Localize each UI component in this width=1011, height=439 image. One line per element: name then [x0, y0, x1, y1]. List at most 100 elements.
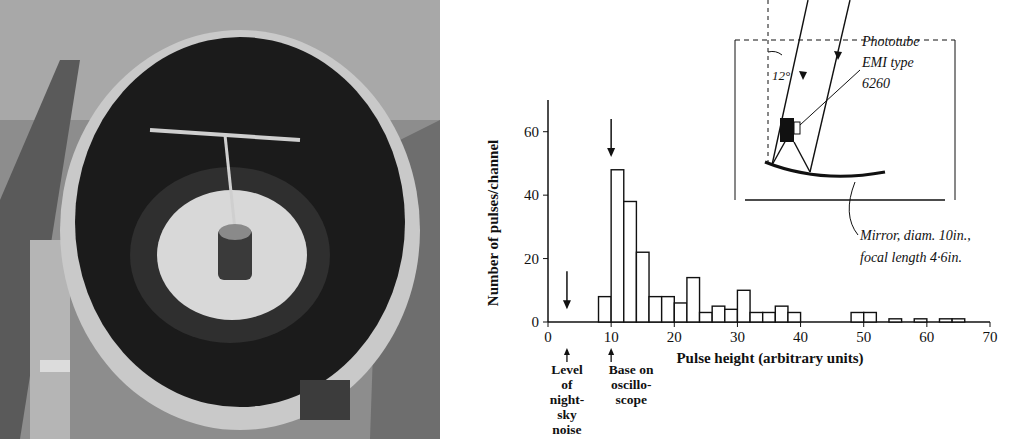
- x-tick-label: 40: [793, 329, 808, 345]
- annotation-pointer-head: [564, 348, 570, 355]
- inset-leader: [800, 70, 860, 125]
- inset-label: focal length 4·6in.: [860, 250, 962, 265]
- inset-side: [955, 40, 956, 200]
- x-tick: [548, 322, 549, 327]
- inset-ray-head: [799, 71, 807, 80]
- x-tick: [926, 322, 927, 327]
- y-tick: [543, 195, 548, 196]
- bar: [826, 321, 839, 322]
- x-tick-label: 30: [730, 329, 745, 345]
- x-tick: [611, 322, 612, 327]
- inset-side: [735, 40, 736, 200]
- x-tick-label: 50: [856, 329, 871, 345]
- bar: [775, 306, 788, 322]
- x-tick: [863, 322, 864, 327]
- bar: [864, 312, 877, 322]
- bar: [876, 321, 889, 322]
- annotation-text: noise: [552, 422, 581, 437]
- y-tick: [543, 258, 548, 259]
- x-tick-label: 70: [983, 329, 998, 345]
- bar: [889, 319, 902, 322]
- x-tick-label: 20: [667, 329, 682, 345]
- bar: [801, 321, 814, 322]
- bar: [712, 306, 725, 322]
- page: 0 20 40 60 0 10 20 30 40 50 60 70 Number of pulses/c…: [0, 0, 1011, 439]
- y-tick-label: 40: [524, 187, 539, 203]
- annotation-text: night-: [550, 392, 585, 407]
- inset-label: Phototube: [861, 34, 920, 49]
- bar: [725, 309, 738, 322]
- inset-label: EMI type: [861, 55, 914, 70]
- bar: [952, 319, 965, 322]
- bar: [662, 297, 675, 322]
- bar: [636, 252, 649, 322]
- annotation-arrow-head: [607, 148, 615, 157]
- y-tick-label: 20: [524, 251, 539, 267]
- bar: [763, 312, 776, 322]
- inset-label: Mirror, diam. 10in.,: [859, 228, 971, 243]
- photo-handle: [40, 360, 70, 372]
- bar: [851, 312, 864, 322]
- annotation-text: oscillo-: [611, 377, 652, 392]
- annotation-arrow-head: [563, 300, 571, 309]
- bar: [649, 297, 662, 322]
- bar: [813, 321, 826, 322]
- y-axis: [547, 100, 549, 322]
- bar: [902, 321, 915, 322]
- bar: [750, 312, 763, 322]
- inset-phototube-base: [794, 122, 800, 134]
- inset-ray-head: [834, 51, 842, 60]
- bar: [599, 297, 612, 322]
- inset-diagram: 12° Phototube EMI type 6260 Mirror, diam. 10…: [735, 0, 971, 265]
- inset-leader: [849, 182, 858, 235]
- photo-support: [225, 135, 235, 230]
- inset-reflect: [772, 140, 786, 165]
- bar: [674, 303, 687, 322]
- x-tick: [674, 322, 675, 327]
- x-axis-title: Pulse height (arbitrary units): [676, 350, 863, 367]
- bar: [788, 312, 801, 322]
- photo-box: [300, 380, 350, 420]
- inset-axis: [768, 0, 769, 165]
- y-tick: [543, 322, 548, 323]
- inset-phototube: [780, 118, 794, 142]
- inset-reflect: [794, 142, 810, 172]
- bar: [700, 312, 713, 322]
- x-tick-label: 10: [604, 329, 619, 345]
- photo-phototube-face: [219, 224, 251, 240]
- x-tick: [737, 322, 738, 327]
- bar: [914, 319, 927, 322]
- bar: [611, 170, 624, 322]
- annotation-text: Level: [551, 362, 583, 377]
- y-tick-label: 60: [524, 124, 539, 140]
- bar: [927, 321, 940, 322]
- photo-cylinder-rim: [60, 30, 420, 430]
- photo-cylinder-inside: [75, 37, 405, 407]
- photo: [0, 0, 440, 439]
- x-tick: [990, 322, 991, 327]
- annotation-text: sky: [557, 407, 577, 422]
- bar: [838, 321, 851, 322]
- bar: [687, 278, 700, 322]
- inset-base: [745, 199, 945, 201]
- inset-mirror: [765, 162, 885, 176]
- x-tick-label: 60: [919, 329, 934, 345]
- x-tick-label: 0: [544, 329, 552, 345]
- inset-ray: [810, 0, 850, 172]
- inset-label: 6260: [862, 76, 890, 91]
- y-tick-label: 0: [532, 314, 540, 330]
- annotation-pointer-head: [608, 348, 614, 355]
- bar: [939, 319, 952, 322]
- bar: [737, 290, 750, 322]
- inset-ray: [772, 0, 808, 165]
- annotation-text: of: [561, 377, 573, 392]
- y-axis-title: Number of pulses/channel: [485, 140, 501, 306]
- annotation-text: Base on: [609, 362, 654, 377]
- bar: [624, 201, 637, 322]
- y-tick: [543, 131, 548, 132]
- inset-angle-arc: [768, 51, 782, 55]
- annotation-text: scope: [615, 392, 647, 407]
- inset-angle: 12°: [772, 68, 790, 83]
- photo-background: [0, 0, 440, 439]
- x-tick: [800, 322, 801, 327]
